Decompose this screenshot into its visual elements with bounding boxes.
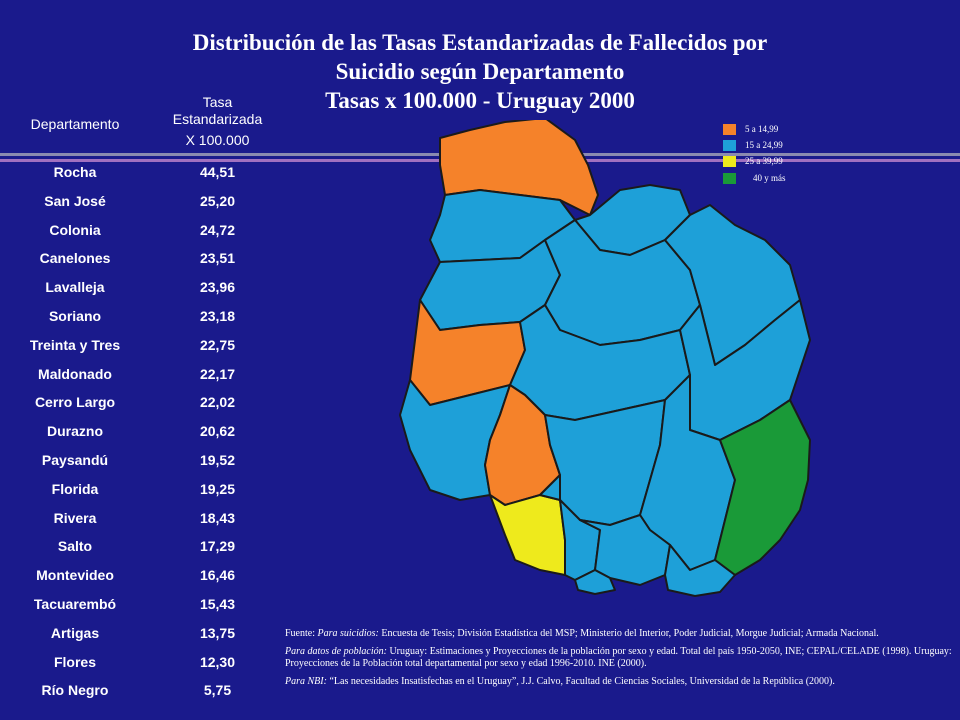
department-name: Rivera — [53, 510, 97, 526]
department-rate: 22,75 — [199, 337, 236, 353]
department-rate: 25,20 — [199, 193, 236, 209]
department-name: Tacuarembó — [33, 596, 117, 612]
department-rate: 22,02 — [199, 394, 236, 410]
source-text: Encuesta de Tesis; División Estadística … — [378, 628, 879, 639]
region-colonia — [489, 494, 566, 576]
title-line-1: Distribución de las Tasas Estandarizadas… — [192, 30, 768, 55]
department-rate: 22,17 — [199, 366, 236, 382]
source-text: Uruguay: Estimaciones y Proyecciones de … — [285, 646, 952, 669]
source-paragraph-population: Para datos de población: Uruguay: Estima… — [285, 646, 953, 670]
department-name: Maldonado — [38, 366, 112, 382]
department-rate: 23,96 — [199, 279, 236, 295]
department-rate: 12,30 — [199, 654, 236, 670]
department-name: San José — [44, 193, 106, 209]
department-rate: 13,75 — [199, 625, 236, 641]
source-text: “Las necesidades Insatisfechas en el Uru… — [326, 676, 835, 687]
legend-label: 25 a 39,99 — [745, 156, 783, 166]
source-italic: Para datos de población: — [285, 646, 387, 657]
department-rate: 17,29 — [199, 538, 236, 554]
department-rate: 23,18 — [199, 308, 236, 324]
header-rate-line-1: Tasa — [202, 94, 233, 110]
department-name: Río Negro — [41, 682, 109, 698]
source-paragraph-nbi: Para NBI: “Las necesidades Insatisfechas… — [285, 676, 953, 688]
source-paragraph-suicides: Fuente: Para suicidios: Encuesta de Tesi… — [285, 628, 953, 640]
legend-swatch — [723, 124, 736, 135]
department-name: Rocha — [53, 164, 97, 180]
region-rocha — [714, 399, 811, 576]
source-label: Fuente: — [285, 628, 318, 639]
department-name: Artigas — [50, 625, 100, 641]
source-italic: Para NBI: — [285, 676, 327, 687]
region-montevideo — [574, 569, 616, 595]
department-name: Paysandú — [41, 452, 109, 468]
department-rate: 16,46 — [199, 567, 236, 583]
department-rate: 44,51 — [199, 164, 236, 180]
department-rate: 19,25 — [199, 481, 236, 497]
source-notes: Fuente: Para suicidios: Encuesta de Tesi… — [285, 628, 953, 694]
department-rate: 23,51 — [199, 250, 236, 266]
department-name: Canelones — [39, 250, 111, 266]
department-name: Florida — [51, 481, 99, 497]
legend-swatch — [723, 140, 736, 151]
title-line-3: Tasas x 100.000 - Uruguay 2000 — [325, 88, 635, 113]
department-name: Montevideo — [36, 567, 114, 583]
department-name: Salto — [57, 538, 93, 554]
department-rate: 20,62 — [199, 423, 236, 439]
department-rate: 15,43 — [199, 596, 236, 612]
legend-label: 40 y más — [753, 173, 786, 183]
legend-swatch — [723, 156, 736, 167]
header-rate-line-2: Estandarizada — [172, 111, 263, 127]
region-maldonado — [664, 544, 736, 597]
uruguay-department-map — [399, 120, 811, 597]
department-name: Soriano — [48, 308, 102, 324]
department-rate: 24,72 — [199, 222, 236, 238]
department-rate: 19,52 — [199, 452, 236, 468]
department-name: Colonia — [49, 222, 101, 238]
department-rate: 5,75 — [203, 682, 232, 698]
department-name: Lavalleja — [45, 279, 105, 295]
title-line-2: Suicidio según Departamento — [335, 59, 625, 84]
header-department: Departamento — [30, 116, 120, 132]
source-italic: Para suicidios: — [317, 628, 379, 639]
legend-swatch — [723, 173, 736, 184]
header-rate: Tasa Estandarizada X 100.000 — [160, 94, 275, 149]
department-name: Treinta y Tres — [29, 337, 121, 353]
department-rate: 18,43 — [199, 510, 236, 526]
department-name: Cerro Largo — [34, 394, 116, 410]
legend-label: 15 a 24,99 — [745, 140, 783, 150]
department-name: Flores — [53, 654, 96, 670]
header-rate-line-3: X 100.000 — [185, 132, 250, 148]
legend-label: 5 a 14,99 — [745, 124, 779, 134]
department-name: Durazno — [47, 423, 103, 439]
map-title: Distribución de las Tasas Estandarizadas… — [0, 28, 960, 115]
